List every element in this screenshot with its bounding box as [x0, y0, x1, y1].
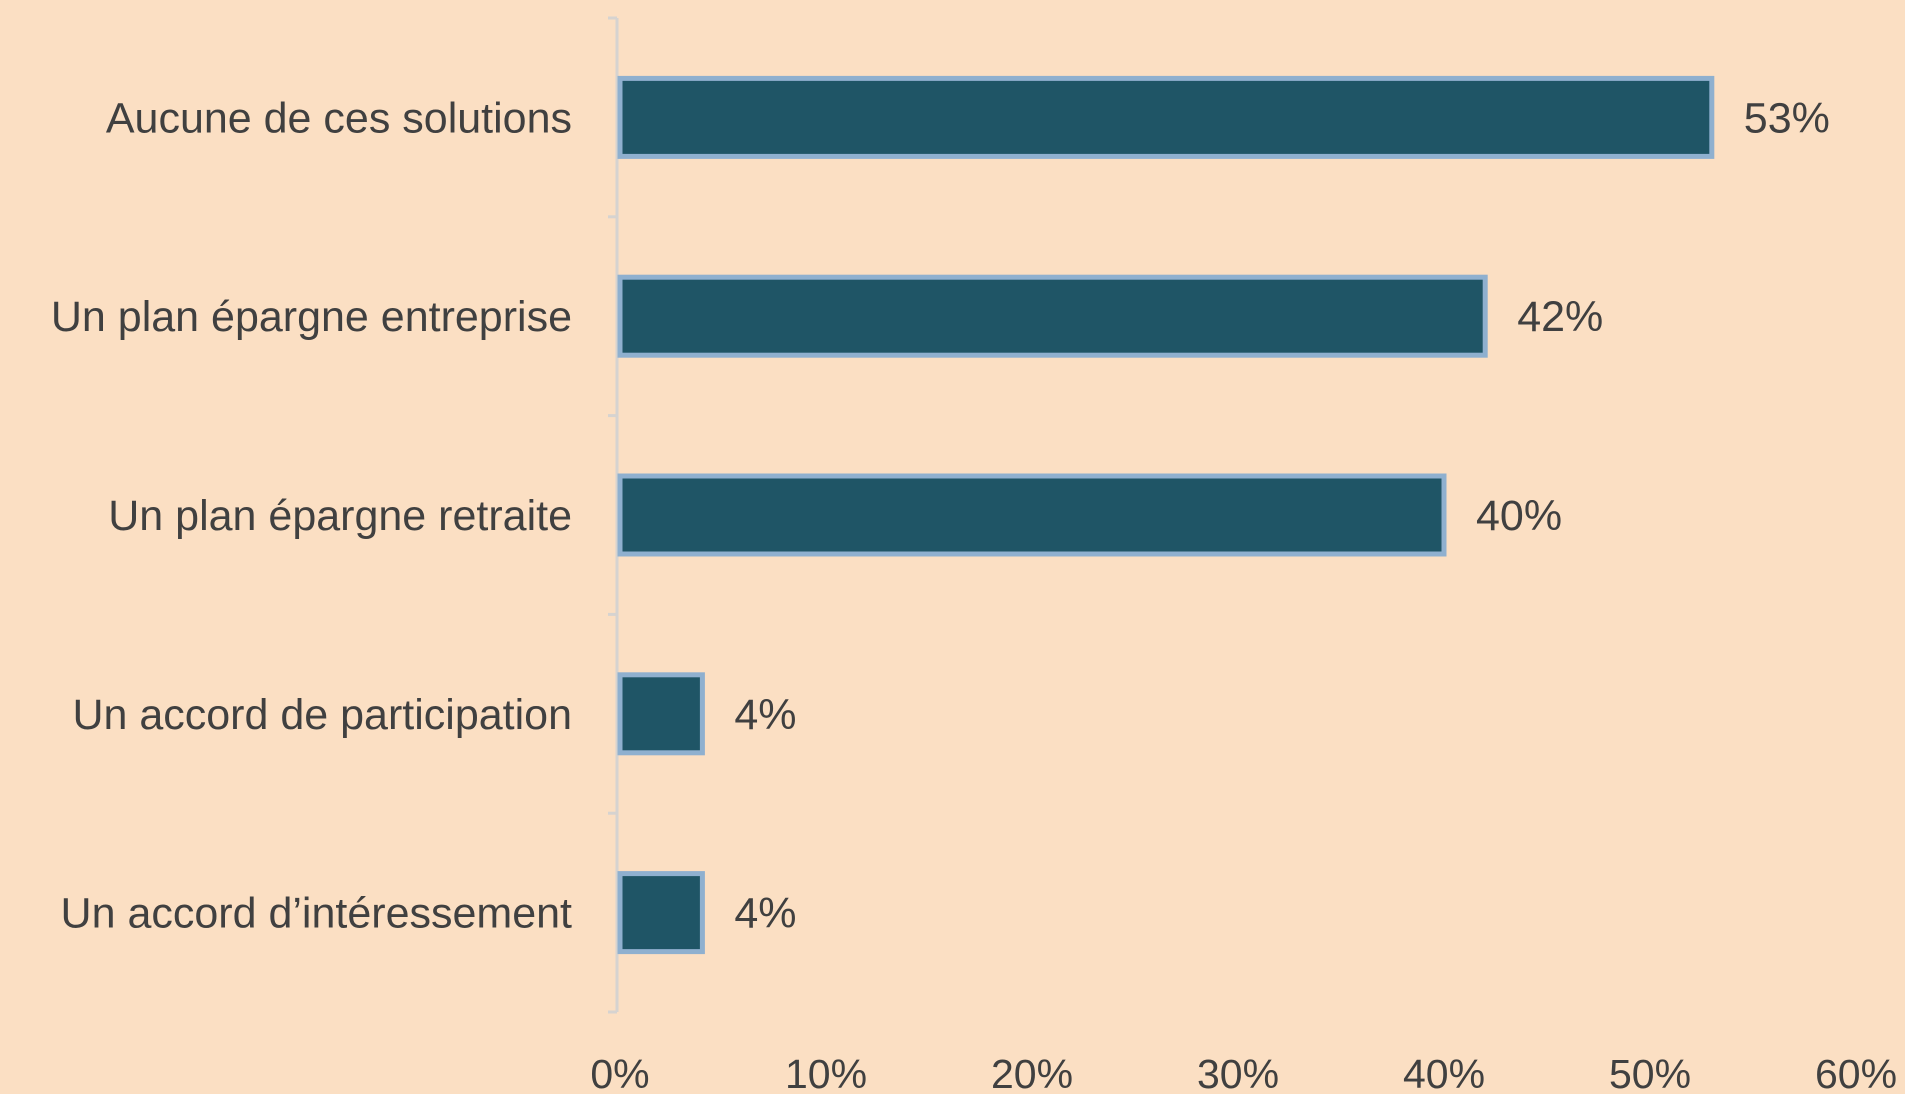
data-label: 4%: [734, 890, 796, 938]
category-label: Un plan épargne retraite: [108, 492, 572, 540]
bar: [617, 871, 705, 955]
x-tick-label: 40%: [1403, 1051, 1485, 1094]
x-tick-label: 60%: [1815, 1051, 1897, 1094]
axis-layer: [608, 16, 619, 1014]
bar: [617, 75, 1715, 159]
x-tick-label: 50%: [1609, 1051, 1691, 1094]
bars-layer: [617, 75, 1715, 955]
data-label: 4%: [734, 691, 796, 739]
category-label: Un accord de participation: [72, 691, 572, 739]
data-label: 40%: [1476, 492, 1562, 540]
x-tick-label: 20%: [991, 1051, 1073, 1094]
bar: [617, 672, 705, 756]
data-label: 53%: [1744, 94, 1830, 142]
bar: [617, 274, 1488, 358]
x-tick-label: 0%: [590, 1051, 649, 1094]
bar: [617, 473, 1447, 557]
category-label: Un plan épargne entreprise: [51, 293, 572, 341]
category-label: Un accord d’intéressement: [61, 890, 573, 938]
data-label: 42%: [1517, 293, 1603, 341]
x-tick-label: 30%: [1197, 1051, 1279, 1094]
category-label: Aucune de ces solutions: [106, 94, 572, 142]
x-tick-label: 10%: [785, 1051, 867, 1094]
labels-layer: Aucune de ces solutions 53% Un plan épargn…: [51, 94, 1897, 1094]
